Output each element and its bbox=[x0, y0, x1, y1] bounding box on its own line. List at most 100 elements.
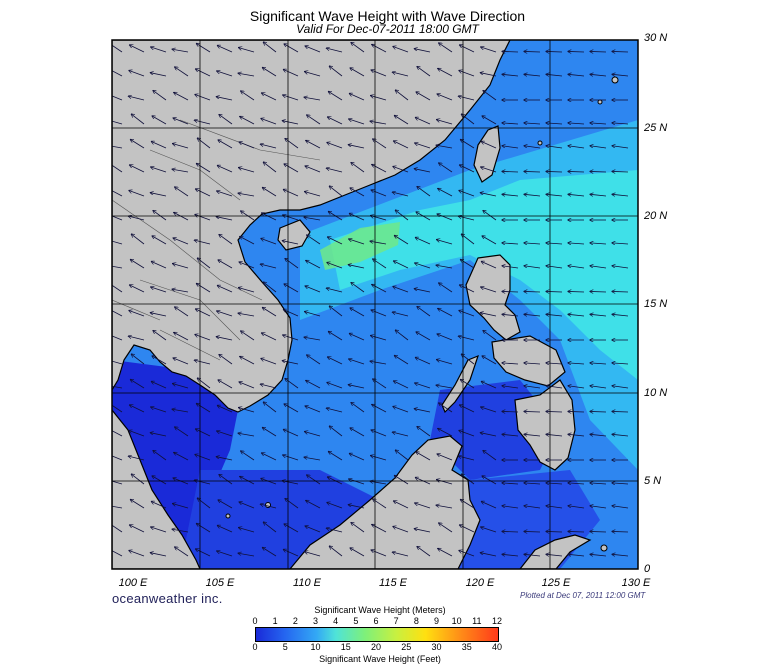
wave-direction-arrow bbox=[195, 95, 211, 101]
wave-direction-arrow bbox=[112, 120, 123, 125]
wave-direction-arrow bbox=[351, 403, 365, 413]
wave-direction-arrow bbox=[590, 411, 607, 412]
wave-direction-arrow bbox=[197, 378, 211, 389]
wave-direction-arrow bbox=[350, 188, 365, 197]
wave-direction-arrow bbox=[393, 407, 409, 413]
lat-lon-grid bbox=[112, 40, 638, 569]
wave-direction-arrow bbox=[590, 194, 607, 196]
wave-direction-arrow bbox=[612, 51, 629, 52]
wave-direction-arrow bbox=[546, 506, 563, 509]
wave-direction-arrow bbox=[349, 479, 365, 485]
wave-direction-arrow bbox=[349, 119, 365, 125]
wave-direction-arrow bbox=[153, 91, 167, 101]
wave-direction-arrow bbox=[284, 404, 299, 413]
wave-direction-arrow bbox=[393, 527, 409, 533]
wave-direction-arrow bbox=[395, 450, 409, 461]
wave-direction-arrow bbox=[416, 452, 431, 461]
wave-direction-arrow bbox=[240, 476, 255, 485]
wave-direction-arrow bbox=[329, 66, 343, 77]
wave-direction-arrow bbox=[112, 335, 123, 341]
wave-direction-arrow bbox=[150, 433, 167, 437]
wave-direction-arrow bbox=[196, 164, 211, 173]
wave-direction-arrow bbox=[282, 241, 299, 245]
wave-direction-arrow bbox=[370, 361, 387, 365]
wave-direction-arrow bbox=[173, 144, 189, 149]
wave-direction-arrow bbox=[128, 336, 145, 341]
wave-direction-arrow bbox=[392, 192, 409, 197]
wave-direction-arrow bbox=[524, 291, 541, 292]
wave-direction-arrow bbox=[415, 237, 431, 245]
chart-subtitle: Valid For Dec-07-2011 18:00 GMT bbox=[296, 22, 479, 36]
lat-label-25n: 25 N bbox=[644, 122, 668, 134]
wave-direction-arrow bbox=[348, 505, 365, 509]
wave-direction-arrow bbox=[131, 474, 145, 485]
wave-direction-arrow bbox=[326, 288, 343, 293]
wave-direction-arrow bbox=[590, 506, 607, 509]
wave-direction-arrow bbox=[483, 451, 497, 461]
wave-direction-arrow bbox=[439, 163, 453, 173]
wave-direction-arrow bbox=[502, 531, 519, 532]
wave-direction-arrow bbox=[394, 141, 409, 149]
wave-direction-arrow bbox=[151, 261, 167, 269]
wave-direction-arrows bbox=[112, 42, 629, 557]
wave-direction-arrow bbox=[130, 260, 145, 269]
wave-direction-arrow bbox=[461, 234, 475, 245]
wave-direction-arrow bbox=[439, 283, 453, 293]
wave-direction-arrow bbox=[175, 67, 189, 77]
wave-direction-arrow bbox=[612, 506, 629, 509]
wave-direction-arrow bbox=[524, 243, 541, 244]
wave-direction-arrow bbox=[305, 166, 321, 173]
wave-direction-arrow bbox=[306, 140, 321, 149]
wave-direction-arrow bbox=[568, 171, 585, 172]
wave-direction-arrow bbox=[195, 455, 211, 461]
wave-direction-arrow bbox=[524, 411, 541, 412]
wave-direction-arrow bbox=[306, 380, 321, 389]
wave-direction-arrow bbox=[392, 72, 409, 77]
wave-direction-arrow bbox=[197, 258, 211, 269]
wave-direction-arrow bbox=[112, 505, 123, 509]
wave-direction-arrow bbox=[436, 265, 453, 269]
colorbar-meter-tick: 11 bbox=[472, 616, 482, 626]
wave-direction-arrow bbox=[130, 500, 145, 509]
wave-direction-arrow bbox=[217, 525, 233, 533]
colorbar-title-feet: Significant Wave Height (Feet) bbox=[319, 654, 441, 664]
wave-direction-arrow bbox=[394, 236, 409, 245]
wave-direction-arrow bbox=[546, 386, 563, 389]
wave-direction-arrow bbox=[305, 72, 321, 77]
wave-direction-arrow bbox=[196, 549, 211, 557]
wave-direction-arrow bbox=[590, 386, 607, 389]
wave-direction-arrow bbox=[305, 406, 321, 413]
wave-direction-arrow bbox=[502, 243, 519, 244]
wave-direction-arrow bbox=[438, 188, 453, 197]
wave-direction-arrow bbox=[112, 385, 123, 389]
wave-direction-arrow bbox=[349, 453, 365, 461]
wave-direction-arrow bbox=[590, 314, 607, 316]
wave-direction-arrow bbox=[480, 313, 497, 317]
wave-direction-arrow bbox=[459, 431, 475, 437]
wave-direction-arrow bbox=[112, 163, 123, 173]
wave-direction-arrow bbox=[436, 145, 453, 149]
wave-direction-arrow bbox=[173, 118, 189, 125]
colorbar-title-meters: Significant Wave Height (Meters) bbox=[314, 605, 446, 615]
wave-direction-arrow bbox=[612, 291, 629, 292]
wave-direction-arrow bbox=[112, 283, 123, 293]
wave-direction-arrow bbox=[152, 116, 167, 125]
map-frame bbox=[111, 39, 639, 570]
colorbar-meter-tick: 6 bbox=[373, 616, 379, 626]
wave-direction-arrow bbox=[415, 357, 431, 365]
wave-direction-arrow bbox=[612, 314, 629, 316]
wave-direction-arrow bbox=[481, 167, 497, 173]
wave-direction-arrow bbox=[568, 386, 585, 389]
wave-direction-arrow bbox=[458, 336, 475, 341]
wave-direction-arrow bbox=[612, 531, 629, 532]
wave-direction-arrow bbox=[459, 191, 475, 197]
wave-direction-arrow bbox=[328, 477, 343, 485]
wave-direction-arrow bbox=[482, 236, 497, 245]
wave-direction-arrow bbox=[328, 357, 343, 365]
wave-direction-arrow bbox=[350, 308, 365, 317]
wave-direction-arrow bbox=[112, 480, 123, 485]
wave-direction-arrow bbox=[239, 288, 255, 293]
wave-direction-arrow bbox=[194, 120, 211, 125]
wave-direction-arrow bbox=[481, 141, 497, 149]
wave-direction-arrow bbox=[437, 240, 453, 245]
